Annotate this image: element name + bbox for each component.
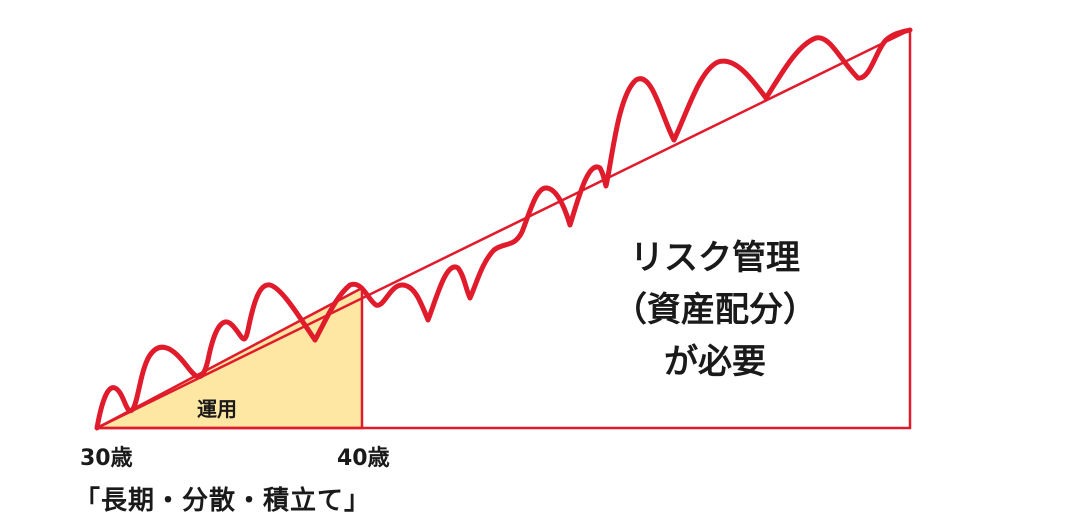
- outer-triangle: [97, 30, 912, 430]
- trend-line: [96, 28, 911, 430]
- age-start-label: 30歳: [80, 446, 133, 471]
- age-end-label: 40歳: [337, 446, 390, 471]
- risk-line-3: が必要: [664, 342, 766, 382]
- risk-management-note: リスク管理 （資産配分） が必要: [560, 232, 870, 388]
- invest-region-label: 運用: [197, 397, 237, 421]
- strategy-caption: 「長期・分散・積立て」: [74, 486, 372, 516]
- risk-line-2: （資産配分）: [613, 290, 817, 330]
- risk-line-1: リスク管理: [630, 238, 800, 278]
- fluctuating-value-line: [94, 27, 913, 431]
